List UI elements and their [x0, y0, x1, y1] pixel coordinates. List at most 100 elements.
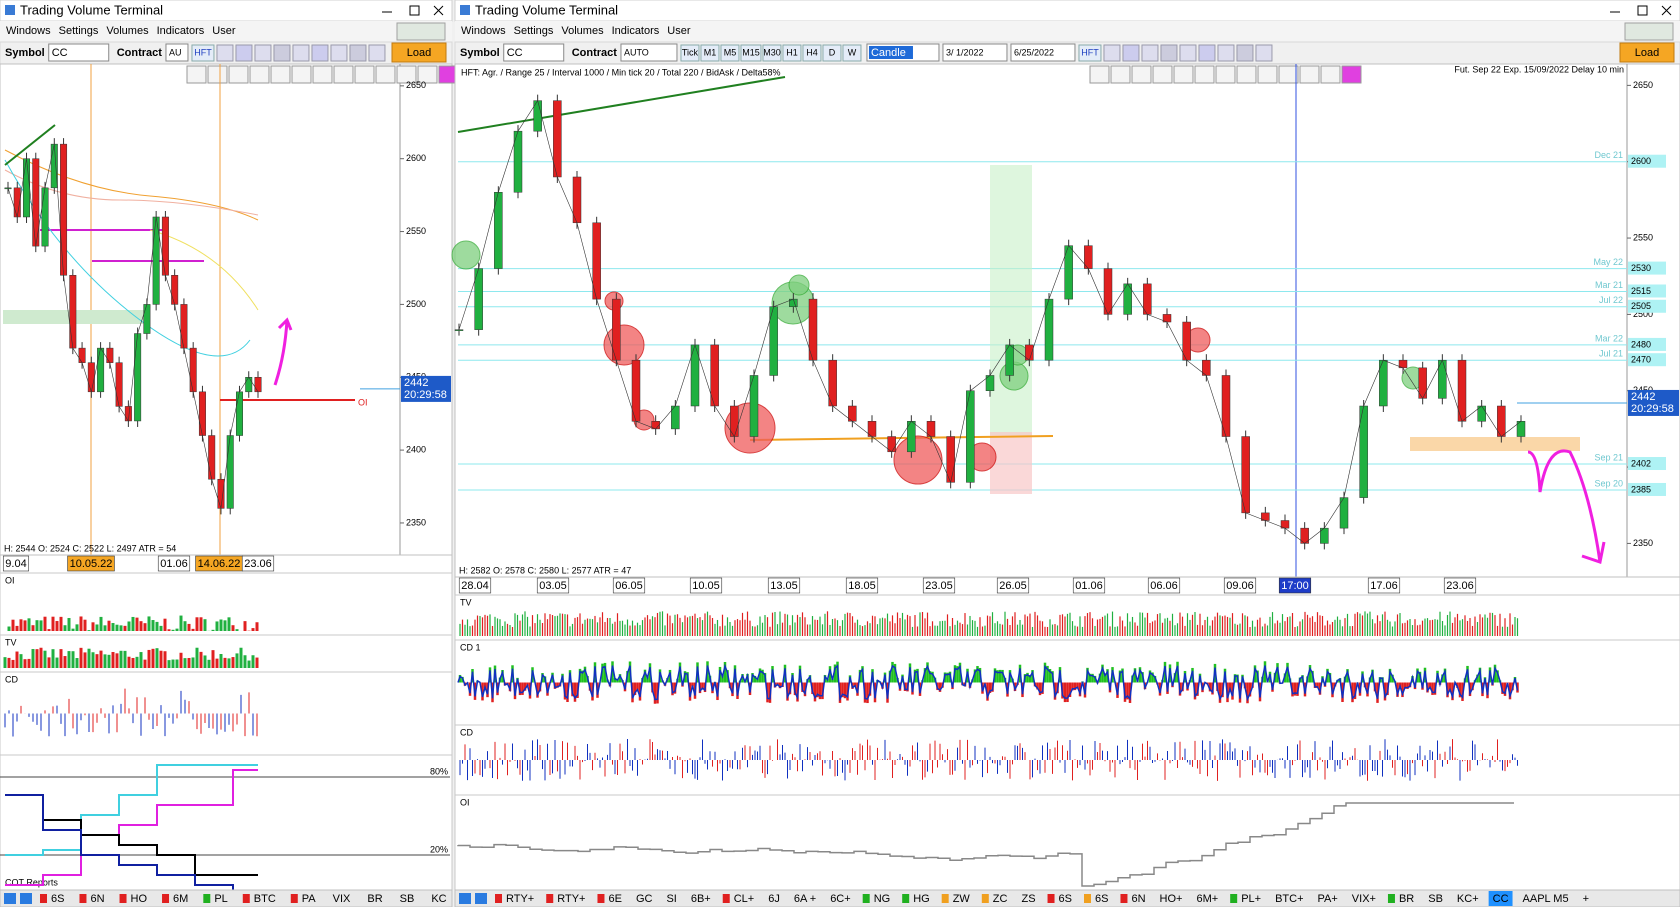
tab[interactable]: BR — [367, 893, 382, 905]
tab[interactable]: + — [1583, 893, 1589, 905]
contract-box[interactable] — [165, 43, 189, 62]
drawing-tool[interactable] — [312, 65, 333, 84]
tab[interactable]: ZS — [1021, 893, 1035, 905]
tab[interactable]: PL+ — [1241, 893, 1261, 905]
drawing-tool[interactable] — [207, 65, 228, 84]
menu-item[interactable]: User — [667, 25, 691, 37]
drawing-tool[interactable] — [1152, 65, 1173, 84]
drawing-tool[interactable] — [1278, 65, 1299, 84]
tab[interactable]: KC+ — [1457, 893, 1479, 905]
tab[interactable]: PA+ — [1318, 893, 1338, 905]
drawing-tool[interactable] — [396, 65, 417, 84]
maximize[interactable] — [1637, 5, 1648, 16]
tab-next[interactable] — [475, 893, 487, 904]
drawing-tool[interactable] — [228, 65, 249, 84]
tab[interactable]: 6C+ — [830, 893, 851, 905]
tab[interactable]: CC — [1493, 893, 1509, 905]
tab[interactable]: BTC+ — [1275, 893, 1303, 905]
tool-icon[interactable] — [349, 44, 367, 62]
tab[interactable]: GC — [636, 893, 653, 905]
sync-button[interactable] — [396, 22, 446, 41]
sync-button[interactable] — [1624, 22, 1674, 41]
drawing-tool[interactable] — [1257, 65, 1278, 84]
menu-item[interactable]: Volumes — [106, 25, 149, 37]
tab[interactable]: SB — [1428, 893, 1443, 905]
tab[interactable]: 6S — [1095, 893, 1108, 905]
tab[interactable]: CL+ — [734, 893, 755, 905]
tab[interactable]: RTY+ — [557, 893, 585, 905]
timeframe-button[interactable] — [700, 44, 720, 62]
drawing-tool[interactable] — [270, 65, 291, 84]
tab[interactable]: 6S — [51, 893, 64, 905]
date-to-box[interactable] — [1010, 43, 1076, 62]
tab[interactable]: ZW — [953, 893, 971, 905]
tab[interactable]: BR — [1399, 893, 1414, 905]
contract-box[interactable] — [620, 43, 678, 62]
tab[interactable]: SI — [666, 893, 676, 905]
tool-icon[interactable] — [273, 44, 291, 62]
tool-icon[interactable] — [216, 44, 234, 62]
drawing-tool[interactable] — [354, 65, 375, 84]
symbol-box[interactable] — [503, 43, 565, 62]
menu-item[interactable]: User — [212, 25, 236, 37]
tab[interactable]: VIX+ — [1352, 893, 1376, 905]
tab[interactable]: HO+ — [1160, 893, 1183, 905]
timeframe-button[interactable] — [802, 44, 822, 62]
drawing-tool[interactable] — [1110, 65, 1131, 84]
tool-icon[interactable] — [330, 44, 348, 62]
maximize[interactable] — [409, 5, 420, 16]
menu-item[interactable]: Settings — [59, 25, 99, 37]
tab[interactable]: 6M+ — [1196, 893, 1218, 905]
drawing-tool[interactable] — [375, 65, 396, 84]
tool-icon[interactable] — [1103, 44, 1121, 62]
tool-icon[interactable] — [368, 44, 386, 62]
tab[interactable]: 6B+ — [691, 893, 711, 905]
tab[interactable]: PA — [302, 893, 317, 905]
tool-icon[interactable] — [1141, 44, 1159, 62]
drawing-tool[interactable] — [1215, 65, 1236, 84]
tab-next[interactable] — [20, 893, 32, 904]
tab[interactable]: NG — [874, 893, 891, 905]
tab[interactable]: KC — [431, 893, 446, 905]
drawing-tool[interactable] — [186, 65, 207, 84]
tab[interactable]: 6M — [173, 893, 188, 905]
tab[interactable]: HO — [131, 893, 148, 905]
load-label[interactable]: Load — [407, 47, 431, 59]
load-button[interactable] — [1619, 42, 1675, 63]
date-from-box[interactable] — [942, 43, 1008, 62]
tab[interactable]: AAPL M5 — [1523, 893, 1569, 905]
timeframe-button[interactable] — [842, 44, 862, 62]
drawing-tool[interactable] — [417, 65, 438, 84]
hft-label[interactable]: HFT — [1081, 47, 1099, 57]
timeframe-label[interactable]: M5 — [724, 47, 737, 57]
load-button[interactable] — [391, 42, 447, 63]
menu-item[interactable]: Windows — [461, 25, 506, 37]
timeframe-label[interactable]: H4 — [806, 47, 818, 57]
tab[interactable]: PL — [214, 893, 227, 905]
drawing-tool[interactable] — [1320, 65, 1341, 84]
date-to[interactable]: 6/25/2022 — [1014, 47, 1054, 57]
close[interactable] — [1661, 5, 1672, 16]
tool-icon[interactable] — [1255, 44, 1273, 62]
tab[interactable]: 6N — [90, 893, 104, 905]
timeframe-button[interactable] — [822, 44, 842, 62]
drawing-tool[interactable] — [1173, 65, 1194, 84]
chart-style[interactable]: Candle — [871, 47, 906, 59]
tool-icon[interactable] — [1198, 44, 1216, 62]
tool-icon[interactable] — [1160, 44, 1178, 62]
tool-icon[interactable] — [311, 44, 329, 62]
drawing-tool[interactable] — [333, 65, 354, 84]
symbol-value[interactable]: CC — [52, 47, 68, 59]
drawing-tool[interactable] — [1194, 65, 1215, 84]
menu-item[interactable]: Indicators — [612, 25, 660, 37]
tool-icon[interactable] — [1179, 44, 1197, 62]
load-label[interactable]: Load — [1635, 47, 1659, 59]
hft-label[interactable]: HFT — [194, 47, 212, 57]
timeframe-label[interactable]: H1 — [786, 47, 798, 57]
menu-item[interactable]: Indicators — [157, 25, 205, 37]
timeframe-label[interactable]: Tick — [682, 47, 699, 57]
drawing-tool[interactable] — [291, 65, 312, 84]
menu-item[interactable]: Volumes — [561, 25, 604, 37]
tool-icon[interactable] — [292, 44, 310, 62]
timeframe-label[interactable]: W — [848, 47, 857, 57]
